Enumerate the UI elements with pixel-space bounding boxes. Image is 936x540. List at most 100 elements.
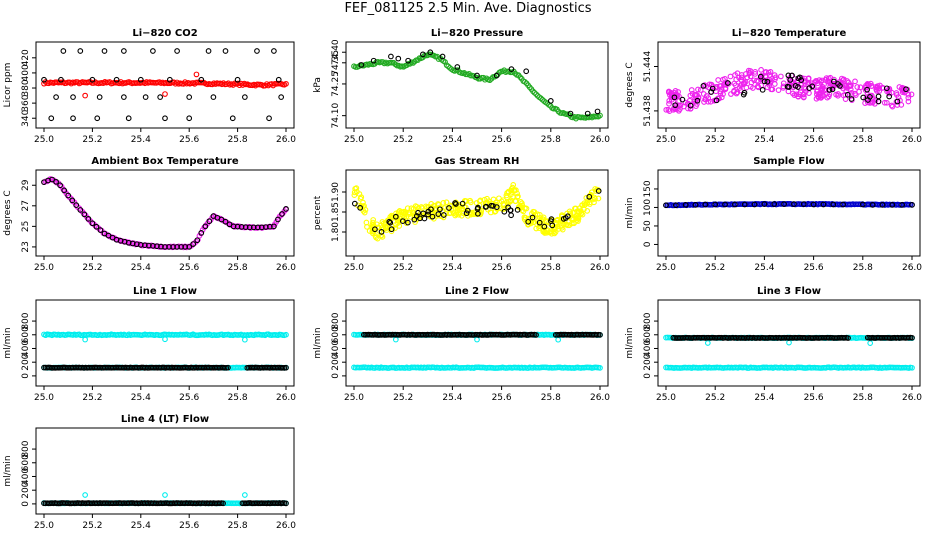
y-tick-label: 0 [643, 373, 653, 379]
y-tick-label: 360 [21, 94, 31, 111]
y-tick-label: 200 [21, 481, 31, 498]
data-point [379, 219, 386, 225]
data-point [757, 73, 764, 80]
page-title: FEF_081125 2.5 Min. Ave. Diagnostics [344, 1, 592, 16]
data-point [236, 82, 243, 89]
data-point [784, 83, 791, 90]
data-point [671, 94, 678, 101]
data-point [583, 194, 590, 201]
x-tick-label: 25.0 [656, 135, 676, 145]
chart-title: Sample Flow [753, 156, 825, 167]
data-point [411, 216, 418, 223]
data-point [454, 64, 461, 70]
y-tick-label: 400 [21, 64, 31, 81]
data-point [775, 87, 782, 94]
data-point [771, 201, 778, 207]
data-series [41, 48, 285, 122]
chart-panel: Li−820 CO2 Licor ppm 25.0 25.2 25.4 25.6 25.8 2… [3, 28, 296, 145]
data-point [761, 201, 768, 207]
y-tick-label: 0 [331, 373, 341, 379]
y-tick-label: 74.35 [331, 50, 341, 76]
data-point [560, 221, 567, 228]
data-point [869, 202, 876, 208]
data-point [501, 208, 508, 215]
data-point [541, 230, 548, 236]
data-point [508, 197, 514, 204]
data-point [555, 336, 562, 343]
data-point [222, 218, 229, 225]
data-point [162, 336, 168, 343]
data-point [831, 78, 837, 85]
x-tick-label: 25.6 [179, 521, 199, 531]
y-tick-label: 50 [643, 220, 653, 232]
data-point [440, 199, 447, 206]
data-point [405, 57, 411, 64]
data-point [845, 335, 851, 341]
data-point [521, 205, 528, 212]
x-tick-label: 26.0 [902, 135, 922, 145]
x-tick-label: 25.2 [705, 263, 725, 273]
data-point [781, 201, 787, 207]
y-axis-label: kPa [313, 77, 323, 93]
data-series [663, 67, 915, 114]
x-tick-label: 25.0 [344, 393, 364, 403]
data-point [840, 76, 847, 83]
data-point [833, 91, 839, 98]
data-point [595, 188, 602, 194]
data-point [510, 182, 517, 188]
data-series [663, 201, 915, 209]
data-point [800, 91, 807, 98]
data-point [515, 204, 522, 210]
data-point [93, 223, 100, 230]
data-point [49, 176, 55, 183]
data-point [884, 99, 890, 106]
data-point [162, 492, 168, 498]
data-point [548, 230, 555, 237]
x-tick-label: 25.8 [853, 393, 873, 403]
x-tick-label: 25.6 [804, 263, 824, 273]
plot-frame [35, 41, 295, 129]
data-point [166, 244, 172, 250]
data-point [752, 69, 759, 75]
data-point [905, 94, 912, 101]
x-tick-label: 26.0 [590, 135, 610, 145]
data-point [279, 211, 285, 217]
data-point [531, 89, 538, 96]
plot-frame [657, 299, 921, 387]
data-point [695, 94, 702, 101]
data-point [844, 91, 851, 98]
data-point [459, 200, 466, 207]
data-point [751, 201, 758, 208]
data-point [234, 76, 241, 83]
data-point [732, 201, 738, 208]
data-series [704, 339, 874, 346]
data-point [198, 230, 205, 236]
x-tick-label: 25.6 [492, 393, 512, 403]
data-point [405, 219, 411, 226]
data-point [61, 187, 68, 194]
data-point [400, 208, 407, 215]
data-point [722, 201, 728, 208]
data-point [70, 94, 76, 100]
data-point [493, 72, 500, 79]
data-point [162, 91, 168, 97]
data-point [672, 202, 679, 209]
data-point [125, 115, 132, 122]
data-point [898, 101, 905, 108]
data-point [94, 115, 101, 122]
x-tick-label: 25.4 [442, 263, 462, 273]
data-point [854, 84, 861, 90]
data-point [242, 94, 248, 100]
y-tick-label: 74.10 [331, 103, 341, 129]
data-point [886, 90, 892, 97]
data-point [69, 197, 76, 204]
data-point [530, 88, 536, 95]
data-point [414, 213, 420, 219]
data-point [859, 201, 866, 208]
y-tick-label: 200 [331, 353, 341, 370]
y-axis-label: ml/min [3, 455, 13, 486]
data-point [704, 340, 711, 346]
data-point [490, 196, 497, 203]
data-point [533, 91, 539, 98]
data-point [388, 53, 394, 60]
